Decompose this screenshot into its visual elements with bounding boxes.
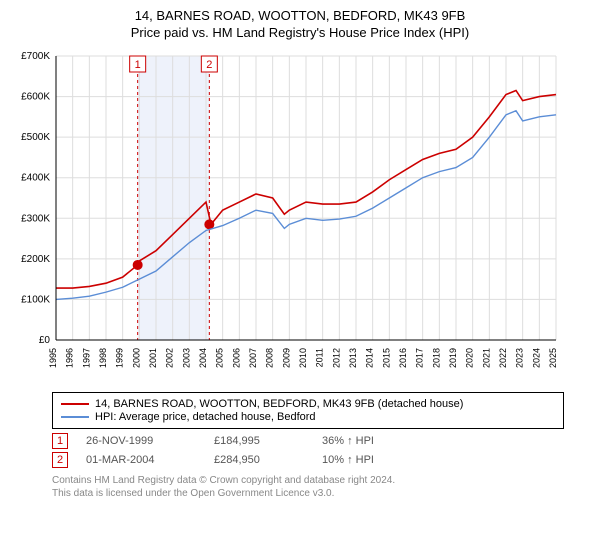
svg-text:£500K: £500K — [21, 132, 50, 143]
svg-text:2: 2 — [206, 59, 212, 71]
legend: 14, BARNES ROAD, WOOTTON, BEDFORD, MK43 … — [52, 392, 564, 429]
legend-swatch — [61, 416, 89, 418]
svg-text:2024: 2024 — [531, 348, 541, 368]
marker-delta: 10% ↑ HPI — [322, 454, 374, 466]
legend-item-property: 14, BARNES ROAD, WOOTTON, BEDFORD, MK43 … — [61, 398, 555, 410]
marker-delta: 36% ↑ HPI — [322, 435, 374, 447]
title-address: 14, BARNES ROAD, WOOTTON, BEDFORD, MK43 … — [8, 8, 592, 25]
svg-text:2016: 2016 — [398, 348, 408, 368]
chart-container: £0 £100K £200K £300K £400K £500K £600K £700K 199… — [8, 46, 592, 386]
svg-text:2003: 2003 — [181, 348, 191, 368]
footer-line: This data is licensed under the Open Gov… — [52, 487, 564, 500]
svg-text:2025: 2025 — [548, 348, 558, 368]
svg-text:1996: 1996 — [65, 348, 75, 368]
svg-text:1999: 1999 — [115, 348, 125, 368]
svg-text:2020: 2020 — [465, 348, 475, 368]
svg-text:2021: 2021 — [481, 348, 491, 368]
price-chart: £0 £100K £200K £300K £400K £500K £600K £700K 199… — [8, 46, 568, 386]
svg-text:2014: 2014 — [365, 348, 375, 368]
svg-text:2001: 2001 — [148, 348, 158, 368]
marker-price: £184,995 — [214, 435, 304, 447]
legend-swatch — [61, 403, 89, 405]
svg-text:2004: 2004 — [198, 348, 208, 368]
svg-text:2015: 2015 — [381, 348, 391, 368]
svg-text:2009: 2009 — [281, 348, 291, 368]
marker-price: £284,950 — [214, 454, 304, 466]
svg-text:2011: 2011 — [315, 348, 325, 367]
svg-text:2002: 2002 — [165, 348, 175, 368]
chart-title: 14, BARNES ROAD, WOOTTON, BEDFORD, MK43 … — [8, 8, 592, 42]
svg-text:2010: 2010 — [298, 348, 308, 368]
svg-text:2019: 2019 — [448, 348, 458, 368]
svg-text:£0: £0 — [39, 335, 51, 346]
svg-text:2017: 2017 — [415, 348, 425, 368]
legend-label: HPI: Average price, detached house, Bedf… — [95, 411, 316, 423]
svg-text:2012: 2012 — [331, 348, 341, 368]
title-subtitle: Price paid vs. HM Land Registry's House … — [8, 25, 592, 42]
attribution: Contains HM Land Registry data © Crown c… — [52, 474, 564, 500]
svg-text:2007: 2007 — [248, 348, 258, 368]
marker-date: 26-NOV-1999 — [86, 435, 196, 447]
svg-text:1998: 1998 — [98, 348, 108, 368]
svg-text:1997: 1997 — [81, 348, 91, 368]
marker-row: 2 01-MAR-2004 £284,950 10% ↑ HPI — [52, 452, 564, 468]
svg-text:1: 1 — [135, 59, 141, 71]
svg-text:£200K: £200K — [21, 254, 50, 265]
marker-row: 1 26-NOV-1999 £184,995 36% ↑ HPI — [52, 433, 564, 449]
legend-label: 14, BARNES ROAD, WOOTTON, BEDFORD, MK43 … — [95, 398, 463, 410]
svg-text:2000: 2000 — [131, 348, 141, 368]
svg-text:2023: 2023 — [515, 348, 525, 368]
svg-text:£100K: £100K — [21, 294, 50, 305]
marker-table: 1 26-NOV-1999 £184,995 36% ↑ HPI 2 01-MA… — [52, 433, 564, 468]
svg-text:£600K: £600K — [21, 91, 50, 102]
marker-date: 01-MAR-2004 — [86, 454, 196, 466]
svg-text:2006: 2006 — [231, 348, 241, 368]
svg-text:£700K: £700K — [21, 51, 50, 62]
marker-badge: 1 — [52, 433, 68, 449]
svg-text:2008: 2008 — [265, 348, 275, 368]
svg-text:2013: 2013 — [348, 348, 358, 368]
footer-line: Contains HM Land Registry data © Crown c… — [52, 474, 564, 487]
svg-text:2022: 2022 — [498, 348, 508, 368]
marker-badge: 2 — [52, 452, 68, 468]
svg-text:1995: 1995 — [48, 348, 58, 368]
svg-text:£300K: £300K — [21, 213, 50, 224]
legend-item-hpi: HPI: Average price, detached house, Bedf… — [61, 411, 555, 423]
svg-text:2005: 2005 — [215, 348, 225, 368]
svg-text:£400K: £400K — [21, 172, 50, 183]
svg-text:2018: 2018 — [431, 348, 441, 368]
